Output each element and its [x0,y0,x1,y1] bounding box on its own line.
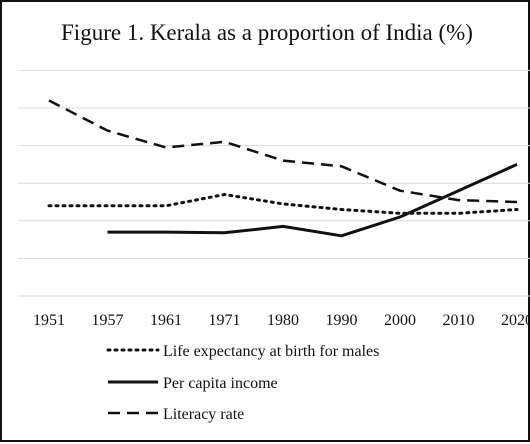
x-tick-label: 1980 [267,312,299,329]
chart-title: Figure 1. Kerala as a proportion of Indi… [61,20,473,45]
series-line-solid [107,163,518,238]
series-line-dotted [47,193,519,215]
x-tick-label: 1990 [326,312,358,329]
x-tick-label: 1951 [33,312,65,329]
x-tick-label: 2010 [443,312,475,329]
legend-label: Literacy rate [163,406,244,423]
x-axis-ticks: 1951 1957 1961 1971 1980 1990 2000 2010 2020 [33,312,530,329]
x-tick-label: 2000 [384,312,416,329]
gridlines [18,69,530,297]
x-tick-label: 1957 [92,312,124,329]
x-tick-label: 1961 [150,312,182,329]
x-tick-label: 2020 [501,312,530,329]
series-lines [47,99,519,238]
x-tick-label: 1971 [209,312,241,329]
legend-label: Life expectancy at birth for males [163,343,379,360]
legend-label: Per capita income [163,375,278,392]
legend: Life expectancy at birth for males Per ca… [106,343,379,423]
series-line-dashed [48,99,518,204]
